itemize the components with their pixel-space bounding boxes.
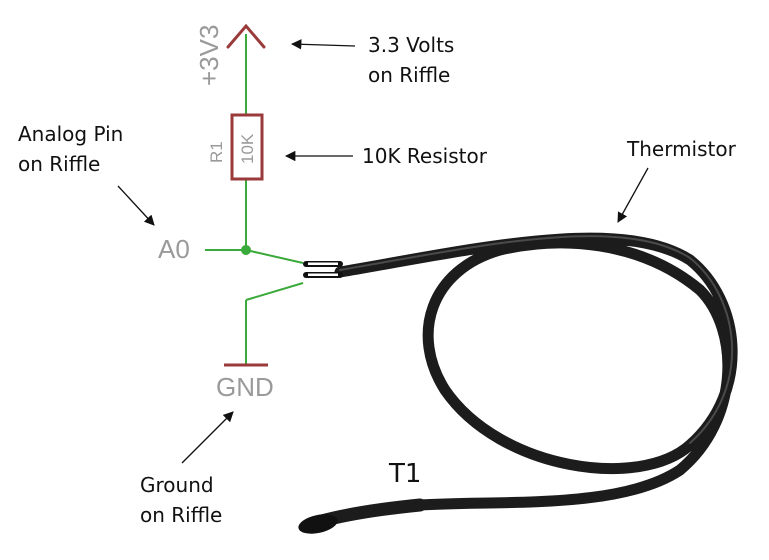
resistor-r1-symbol — [230, 113, 264, 181]
schematic-wires — [205, 34, 304, 364]
arrow-to-analog-pin — [117, 185, 155, 226]
thermistor-note: Thermistor — [626, 137, 737, 161]
pin-label: A0 — [158, 234, 190, 264]
cable-loop-back — [334, 232, 738, 511]
supply-label: +3V3 — [194, 25, 224, 86]
cable-loop-highlight — [339, 235, 733, 444]
wire-node-to-thermistor — [245, 249, 304, 264]
resistor-note: 10K Resistor — [362, 144, 488, 168]
thermistor-probe-tip — [298, 514, 338, 534]
part-label-t1: T1 — [388, 459, 421, 489]
arrow-to-thermistor — [617, 167, 649, 223]
annotation-arrows — [117, 39, 649, 464]
supply-note-line1: 3.3 Volts — [368, 33, 454, 57]
arrow-to-ground — [181, 411, 234, 464]
junction-dot — [241, 245, 251, 255]
arrow-to-supply — [290, 39, 356, 50]
ground-label: GND — [216, 372, 274, 402]
analog-pin-note-line2: on Riffle — [18, 152, 100, 176]
thermistor-cable — [311, 232, 738, 529]
supply-note-line2: on Riffle — [368, 63, 450, 87]
supply-arrow-symbol — [226, 23, 266, 49]
resistor-value-label: 10K — [238, 133, 257, 164]
ground-note-line2: on Riffle — [140, 503, 222, 527]
thermistor-leads — [303, 261, 343, 278]
wire-thermistor-to-ground — [245, 282, 304, 301]
resistor-ref-label: R1 — [207, 141, 226, 163]
analog-pin-note-line1: Analog Pin — [18, 122, 123, 146]
ground-note-line1: Ground — [140, 473, 214, 497]
